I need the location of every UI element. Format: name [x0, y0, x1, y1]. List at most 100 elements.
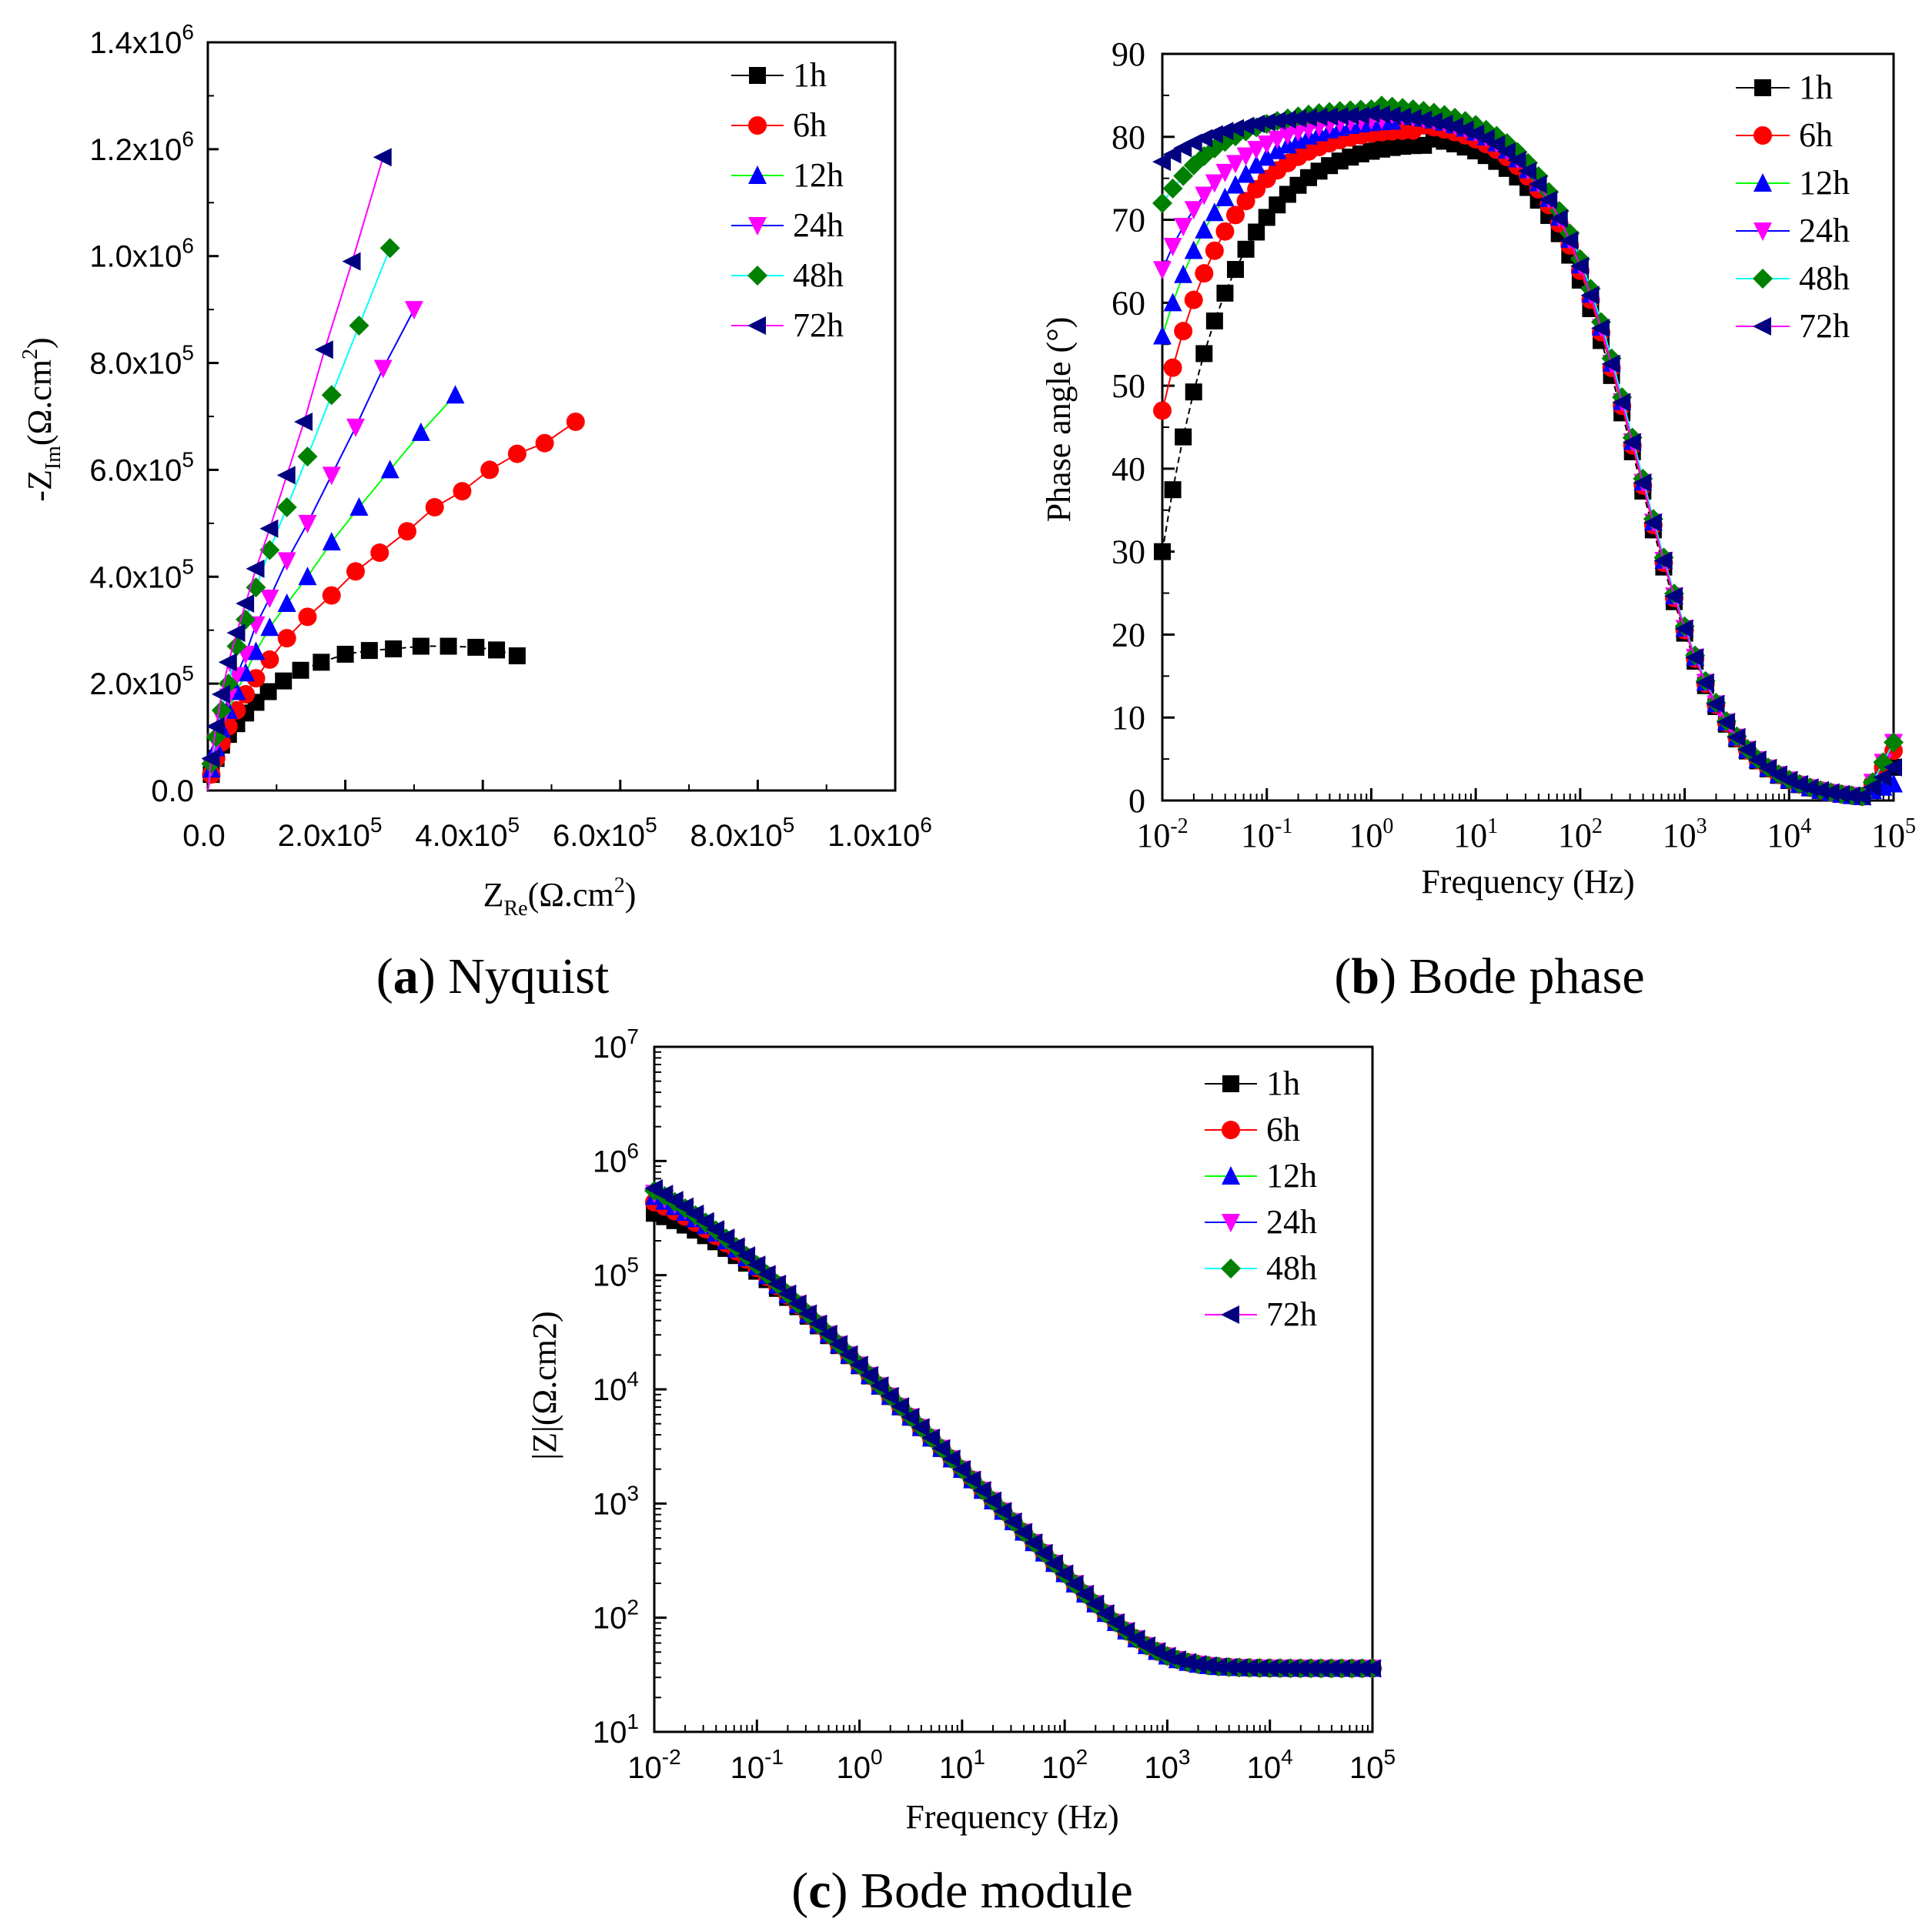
y-tick-label: 6.0x105: [89, 447, 194, 487]
data-point-72h: [1884, 757, 1902, 777]
data-point-72h: [211, 685, 230, 704]
data-point-6h: [1226, 206, 1245, 225]
data-point-72h: [1706, 694, 1725, 714]
x-axis-label: Frequency (Hz): [1421, 863, 1634, 901]
data-point-72h: [828, 1335, 847, 1354]
y-tick-label: 80: [1112, 119, 1145, 156]
x-tick-label: 8.0x105: [690, 813, 795, 853]
data-point-72h: [1820, 783, 1840, 802]
data-point-72h: [1299, 108, 1317, 127]
data-point-1h: [1205, 312, 1223, 329]
data-point-12h: [1184, 240, 1203, 259]
data-point-72h: [664, 1191, 684, 1210]
data-point-72h: [736, 1246, 755, 1265]
x-axis-label: ZRe(Ω.cm2): [483, 874, 637, 921]
plot-frame: [653, 1045, 1374, 1733]
data-point-24h: [1184, 201, 1203, 220]
legend-marker: [749, 67, 766, 84]
y-tick-label: 50: [1112, 367, 1145, 405]
data-point-12h: [1268, 140, 1287, 159]
data-point-72h: [1737, 740, 1756, 759]
data-point-72h: [1413, 110, 1433, 129]
legend-label-6h: 6h: [793, 106, 827, 144]
legend-marker: [748, 217, 767, 236]
data-point-72h: [870, 1376, 889, 1396]
data-point-72h: [259, 519, 279, 538]
legend-label-1h: 1h: [1799, 69, 1833, 106]
data-point-72h: [1259, 1659, 1279, 1678]
chart-nyquist: 0.0 2.0x105 4.0x105 6.0x105 8.0x105 1.0x106 0.…: [18, 20, 932, 1004]
data-point-24h: [1215, 163, 1235, 182]
data-point-48h: [349, 315, 369, 336]
data-point-72h: [1486, 135, 1506, 154]
chart-bode-module: 10-2 10-1 100 101 102 103 104 105 101 102 103 104 10…: [526, 1024, 1396, 1919]
data-point-72h: [962, 1470, 981, 1489]
data-point-6h: [535, 433, 554, 453]
x-tick-label: 103: [1663, 814, 1707, 854]
data-point-72h: [1034, 1543, 1053, 1563]
data-point-6h: [298, 607, 317, 627]
data-point-72h: [1024, 1533, 1043, 1553]
x-tick-label: 10-1: [730, 1745, 784, 1785]
data-point-6h: [1205, 241, 1224, 260]
legend-marker: [1222, 1121, 1240, 1139]
data-point-72h: [880, 1386, 899, 1406]
data-point-24h: [404, 301, 423, 320]
legend-label-24h: 24h: [1799, 212, 1850, 249]
data-point-72h: [1319, 107, 1339, 126]
data-point-6h: [346, 562, 365, 581]
data-point-72h: [685, 1204, 704, 1223]
legend-marker: [1222, 1214, 1240, 1232]
data-point-12h: [1257, 147, 1276, 166]
data-point-72h: [1496, 142, 1516, 161]
data-point-72h: [1256, 112, 1275, 132]
x-tick-label: 0.0: [182, 819, 226, 853]
data-point-12h: [246, 641, 266, 660]
data-point-12h: [322, 532, 341, 551]
y-axis-label: Phase angle (°): [1040, 317, 1078, 523]
data-point-12h: [349, 497, 369, 516]
legend-marker: [1753, 173, 1772, 192]
x-tick-label: 102: [1558, 814, 1603, 854]
data-point-12h: [298, 567, 317, 586]
data-point-72h: [982, 1491, 1001, 1510]
data-point-72h: [1612, 393, 1631, 412]
data-point-72h: [747, 1255, 766, 1275]
data-point-1h: [313, 653, 330, 671]
data-point-1h: [360, 642, 378, 660]
data-point-72h: [1301, 1659, 1320, 1678]
data-point-72h: [1507, 151, 1526, 170]
data-point-72h: [226, 623, 246, 643]
data-point-72h: [1116, 1621, 1135, 1640]
data-point-24h: [1278, 126, 1297, 145]
data-point-72h: [1747, 750, 1767, 770]
legend-marker: [1221, 1258, 1241, 1279]
data-point-72h: [716, 1228, 735, 1248]
y-tick-label: 101: [593, 1710, 639, 1750]
data-point-72h: [1280, 1659, 1299, 1678]
data-point-72h: [276, 466, 296, 485]
x-tick-label: 10-2: [627, 1745, 680, 1785]
data-point-12h: [1153, 326, 1172, 345]
data-point-12h: [260, 617, 279, 637]
data-point-6h: [370, 543, 389, 563]
data-point-24h: [227, 667, 246, 686]
data-point-6h: [1236, 192, 1255, 211]
y-tick-label: 90: [1112, 35, 1145, 73]
y-tick-label: 103: [593, 1481, 639, 1521]
y-tick-label: 105: [593, 1253, 639, 1293]
data-point-72h: [931, 1439, 951, 1458]
data-point-72h: [1633, 473, 1652, 493]
data-point-72h: [206, 717, 225, 736]
y-tick-label: 1.4x106: [89, 20, 194, 60]
data-point-12h: [1247, 155, 1266, 174]
data-point-72h: [373, 148, 392, 167]
data-point-72h: [1198, 1656, 1217, 1675]
data-point-72h: [1518, 162, 1536, 181]
data-point-48h: [246, 577, 266, 598]
data-point-1h: [1175, 428, 1192, 446]
data-point-1h: [1164, 481, 1182, 499]
legend-label-24h: 24h: [1266, 1203, 1317, 1241]
data-point-72h: [1361, 104, 1380, 123]
data-point-72h: [911, 1418, 930, 1437]
